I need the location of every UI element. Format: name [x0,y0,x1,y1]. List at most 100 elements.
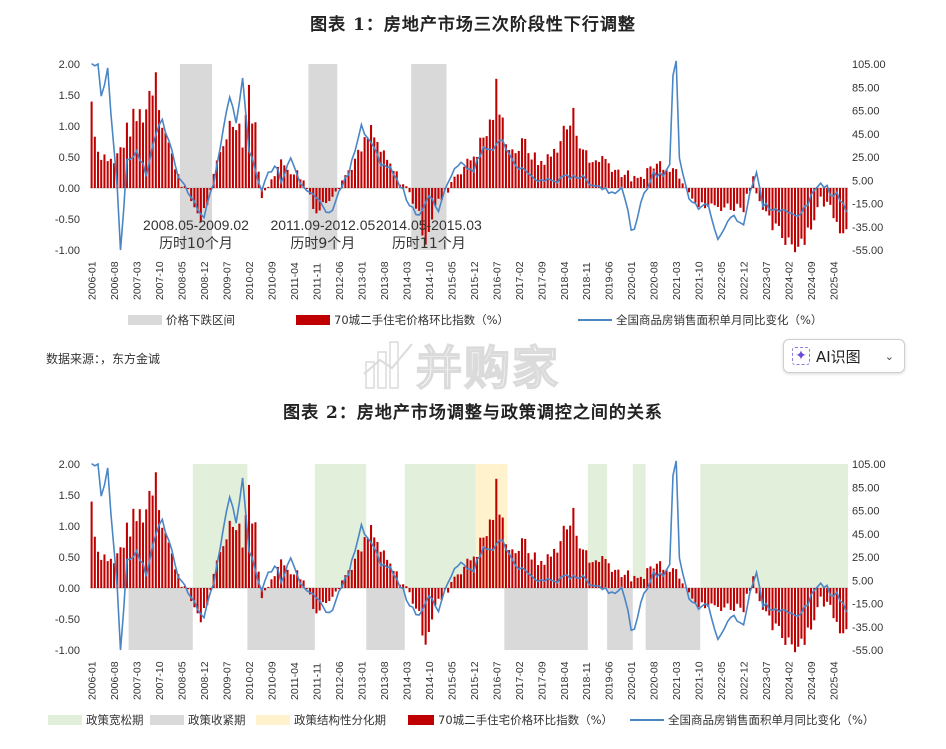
price-index-bar [492,119,495,188]
price-index-bar [209,588,212,591]
decline-duration-label: 历时11个月 [392,236,466,252]
price-index-bar [286,169,289,188]
price-index-bar [347,570,350,588]
price-index-bar [482,537,485,588]
price-index-bar [601,156,604,188]
price-index-bar [755,588,758,594]
price-index-bar [488,519,491,588]
price-index-bar [623,174,626,188]
price-index-bar [556,152,559,188]
price-index-bar [501,117,504,188]
price-index-bar [575,135,578,188]
price-index-bar [540,160,543,188]
price-index-bar [337,588,340,590]
price-index-bar [710,188,713,204]
right-axis-tick-label: 65.00 [852,506,880,518]
price-index-bar [729,588,732,610]
right-axis-tick-label: 45.00 [852,529,880,541]
price-index-bar [202,588,206,609]
x-axis-tick-label: 2010-09 [266,261,278,300]
price-index-bar [414,588,418,609]
price-index-bar [758,588,761,602]
price-index-bar [215,160,218,188]
price-index-bar [498,514,501,588]
ai-recognize-button[interactable]: ✦ AI识图 ⌄ [783,339,905,373]
price-index-bar [819,188,822,197]
price-index-bar [565,529,568,588]
price-index-bar [581,549,585,588]
sales-area-yoy-line [91,460,848,651]
price-index-bar [813,588,816,621]
x-axis-tick-label: 2014-10 [424,261,436,300]
price-index-bar [158,110,161,188]
price-index-bar [790,188,793,245]
price-index-bar [93,536,96,588]
price-index-bar [241,547,244,588]
price-index-bar [231,126,234,188]
decline-duration-label: 历时10个月 [159,236,233,252]
price-index-bar [495,78,498,188]
price-index-bar [694,188,697,203]
price-index-bar [803,188,806,245]
left-axis-tick-label: 2.00 [59,459,80,471]
price-index-bar [620,177,623,188]
x-axis-tick-label: 2016-07 [491,661,503,700]
x-axis-tick-label: 2010-09 [266,661,278,700]
price-index-bar [736,188,739,204]
price-index-bar [716,588,719,608]
price-index-bar [222,546,225,588]
price-index-bar [668,571,671,588]
price-index-bar [119,547,122,588]
price-index-bar [328,588,331,601]
price-index-bar [488,119,491,188]
x-axis-tick-label: 2009-07 [222,661,234,700]
price-index-bar [334,188,337,192]
right-axis-tick-label: -15.00 [852,599,883,611]
price-index-bar [321,188,324,203]
price-index-bar [610,171,613,188]
price-index-bar [174,169,177,188]
price-index-bar [379,151,382,188]
price-index-bar [174,569,177,588]
legend-price-bar-swatch [296,315,330,325]
x-axis-tick-label: 2013-01 [356,661,368,700]
left-axis-tick-label: 1.00 [59,521,80,533]
price-index-bar [501,517,504,588]
price-index-bar [337,188,340,190]
x-axis-tick-label: 2021-10 [694,261,706,300]
price-index-bar [305,588,308,590]
x-axis-tick-label: 2013-08 [379,261,391,300]
price-index-bar [119,147,122,188]
x-axis-tick-label: 2006-01 [87,661,99,700]
x-axis-tick-label: 2011-11 [311,263,323,300]
price-index-bar [842,588,845,634]
sales-area-yoy-line [91,60,848,251]
price-index-bar [665,569,668,588]
price-index-bar [325,588,328,603]
price-index-bar [244,515,247,588]
price-index-bar [122,147,125,188]
price-index-bar [681,183,684,188]
sparkle-icon: ✦ [792,347,810,365]
x-axis-tick-label: 2022-05 [716,661,728,700]
legend-decline-band: 价格下跌区间 [166,313,235,327]
price-index-bar [543,564,546,588]
right-axis-tick-label: -55.00 [852,645,883,657]
price-index-bar [829,588,832,605]
price-index-bar [196,188,199,214]
price-index-bar [543,164,546,188]
price-index-bar [675,169,678,188]
price-index-bar [292,174,295,188]
price-index-bar [508,150,511,188]
price-index-bar [562,125,565,188]
legend-decline-band-swatch [128,315,162,325]
price-index-bar [264,588,267,591]
left-axis-tick-label: 1.50 [59,490,80,502]
price-index-bar [607,163,610,188]
price-index-bar [533,552,536,588]
price-index-bar [456,174,459,188]
price-index-bar [405,186,408,188]
left-axis-tick-label: -1.00 [55,645,80,657]
policy-tight-band [607,588,633,650]
price-index-bar [723,588,726,608]
